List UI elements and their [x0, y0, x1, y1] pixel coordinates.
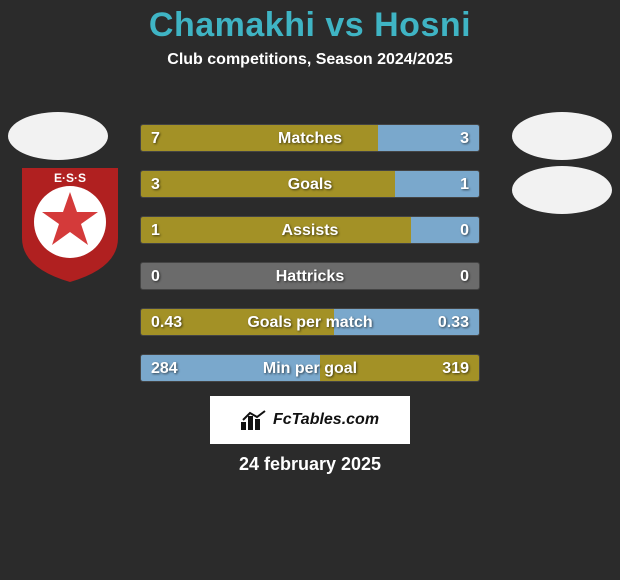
stat-bar: 73Matches: [140, 124, 480, 152]
bar-label: Assists: [141, 217, 479, 244]
stat-bars-container: 73Matches 31Goals 10Assists 00Hattricks 0.43…: [140, 124, 480, 400]
stat-bar: 31Goals: [140, 170, 480, 198]
player-avatar-left: [8, 112, 108, 160]
bar-label: Matches: [141, 125, 479, 152]
chart-icon: [241, 410, 267, 430]
comparison-title: Chamakhi vs Hosni: [0, 0, 620, 45]
badge-text: E·S·S: [54, 171, 86, 185]
player-avatar-right: [512, 112, 612, 160]
comparison-subtitle: Club competitions, Season 2024/2025: [0, 51, 620, 69]
stat-bar: 00Hattricks: [140, 262, 480, 290]
stat-bar: 0.430.33Goals per match: [140, 308, 480, 336]
watermark-text: FcTables.com: [273, 411, 379, 429]
club-badge-left: E·S·S: [18, 164, 122, 284]
bar-label: Goals: [141, 171, 479, 198]
bar-label: Hattricks: [141, 263, 479, 290]
bar-label: Min per goal: [141, 355, 479, 382]
comparison-date: 24 february 2025: [0, 454, 620, 475]
watermark: FcTables.com: [210, 396, 410, 444]
stat-bar: 284319Min per goal: [140, 354, 480, 382]
bar-label: Goals per match: [141, 309, 479, 336]
club-avatar-right: [512, 166, 612, 214]
stat-bar: 10Assists: [140, 216, 480, 244]
